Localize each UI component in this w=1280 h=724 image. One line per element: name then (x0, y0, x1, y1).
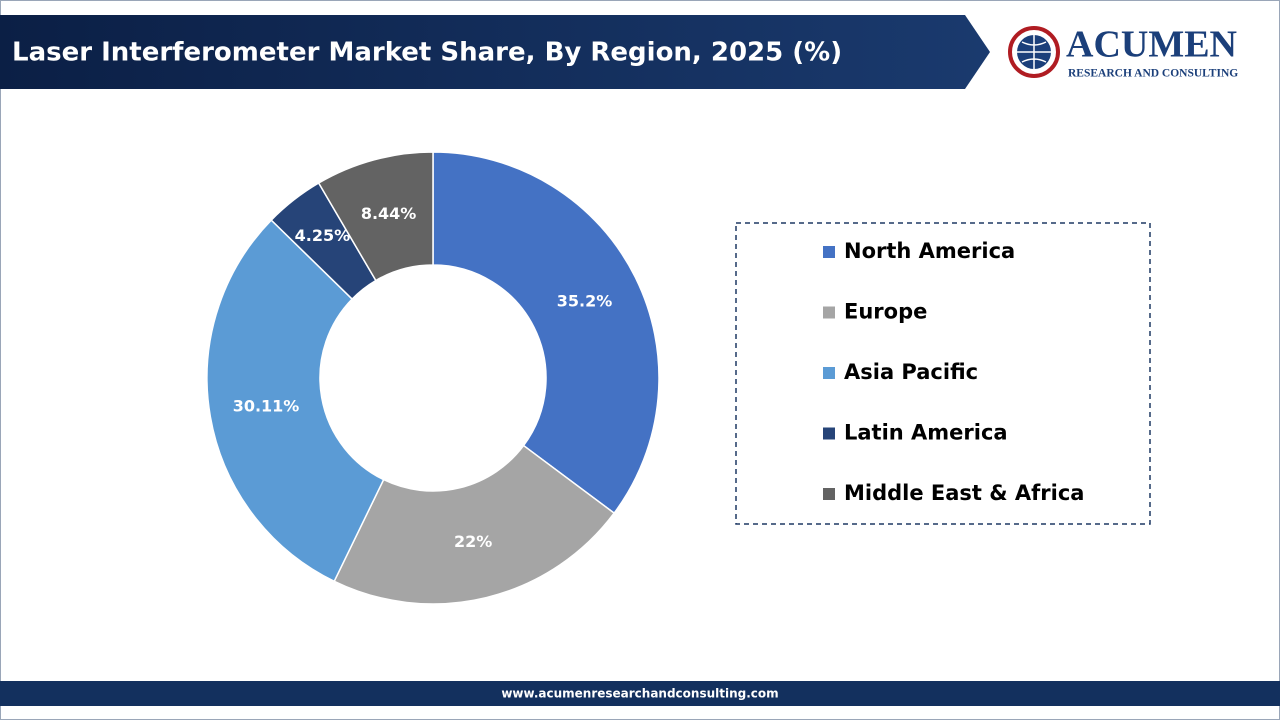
slice (432, 151, 660, 515)
legend-label: Latin America (844, 421, 1008, 445)
legend: North America Europe Asia Pacific Latin Ame… (823, 239, 1084, 505)
legend-swatch (823, 367, 835, 379)
logo: ACUMEN RESEARCH AND CONSULTING (1008, 24, 1238, 80)
donut: 35.2% 22% 30.11% 4.25% 8.44% (206, 151, 660, 605)
data-label: 4.25% (295, 226, 351, 245)
logo-globe (1008, 26, 1060, 78)
chart-title: Laser Interferometer Market Share, By Re… (12, 38, 842, 68)
logo-name: ACUMEN (1066, 24, 1237, 66)
legend-label: Middle East & Africa (844, 481, 1084, 505)
legend-label: Europe (844, 300, 927, 324)
slice (333, 444, 616, 605)
title-bar (0, 15, 990, 89)
slice (317, 151, 434, 282)
footer-bar (0, 681, 1280, 706)
data-label: 8.44% (361, 204, 417, 223)
legend-label: North America (844, 239, 1015, 263)
legend-label: Asia Pacific (844, 360, 978, 384)
data-label: 30.11% (233, 397, 300, 416)
logo-tagline: RESEARCH AND CONSULTING (1068, 68, 1238, 80)
legend-swatch (823, 488, 835, 500)
legend-swatch (823, 306, 835, 319)
logo-grid (1017, 35, 1051, 69)
data-label: 35.2% (557, 291, 613, 310)
legend-swatch (823, 427, 835, 440)
data-label: 22% (454, 532, 492, 551)
legend-swatch (823, 246, 835, 258)
legend-box (735, 222, 1151, 525)
footer-url: www.acumenresearchandconsulting.com (501, 687, 778, 701)
slice (206, 219, 385, 583)
